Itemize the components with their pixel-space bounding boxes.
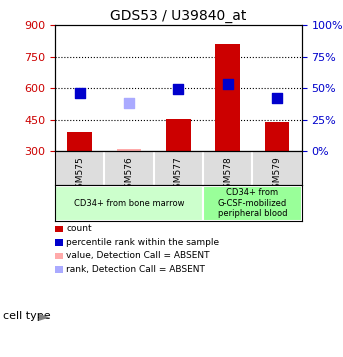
Text: GSM576: GSM576 [125, 156, 133, 194]
Text: GSM579: GSM579 [273, 156, 282, 194]
Text: value, Detection Call = ABSENT: value, Detection Call = ABSENT [66, 251, 210, 261]
Point [126, 100, 132, 106]
Text: GSM577: GSM577 [174, 156, 183, 194]
Point [77, 91, 82, 96]
Title: GDS53 / U39840_at: GDS53 / U39840_at [110, 9, 247, 22]
Point [176, 86, 181, 92]
Text: CD34+ from
G-CSF-mobilized
peripheral blood: CD34+ from G-CSF-mobilized peripheral bl… [218, 188, 287, 218]
Text: GSM578: GSM578 [223, 156, 232, 194]
Text: ►: ► [39, 309, 50, 323]
Point [274, 95, 280, 100]
Text: GSM575: GSM575 [75, 156, 84, 194]
Text: CD34+ from bone marrow: CD34+ from bone marrow [74, 198, 184, 208]
Point [225, 81, 230, 87]
Text: rank, Detection Call = ABSENT: rank, Detection Call = ABSENT [66, 265, 205, 274]
Bar [215, 44, 240, 151]
Bar [67, 132, 92, 151]
Bar [117, 149, 141, 151]
FancyBboxPatch shape [55, 186, 203, 221]
Text: count: count [66, 224, 92, 233]
Bar [166, 119, 191, 151]
FancyBboxPatch shape [203, 186, 302, 221]
Text: cell type: cell type [3, 311, 51, 321]
Text: percentile rank within the sample: percentile rank within the sample [66, 238, 219, 247]
Bar [265, 122, 289, 151]
